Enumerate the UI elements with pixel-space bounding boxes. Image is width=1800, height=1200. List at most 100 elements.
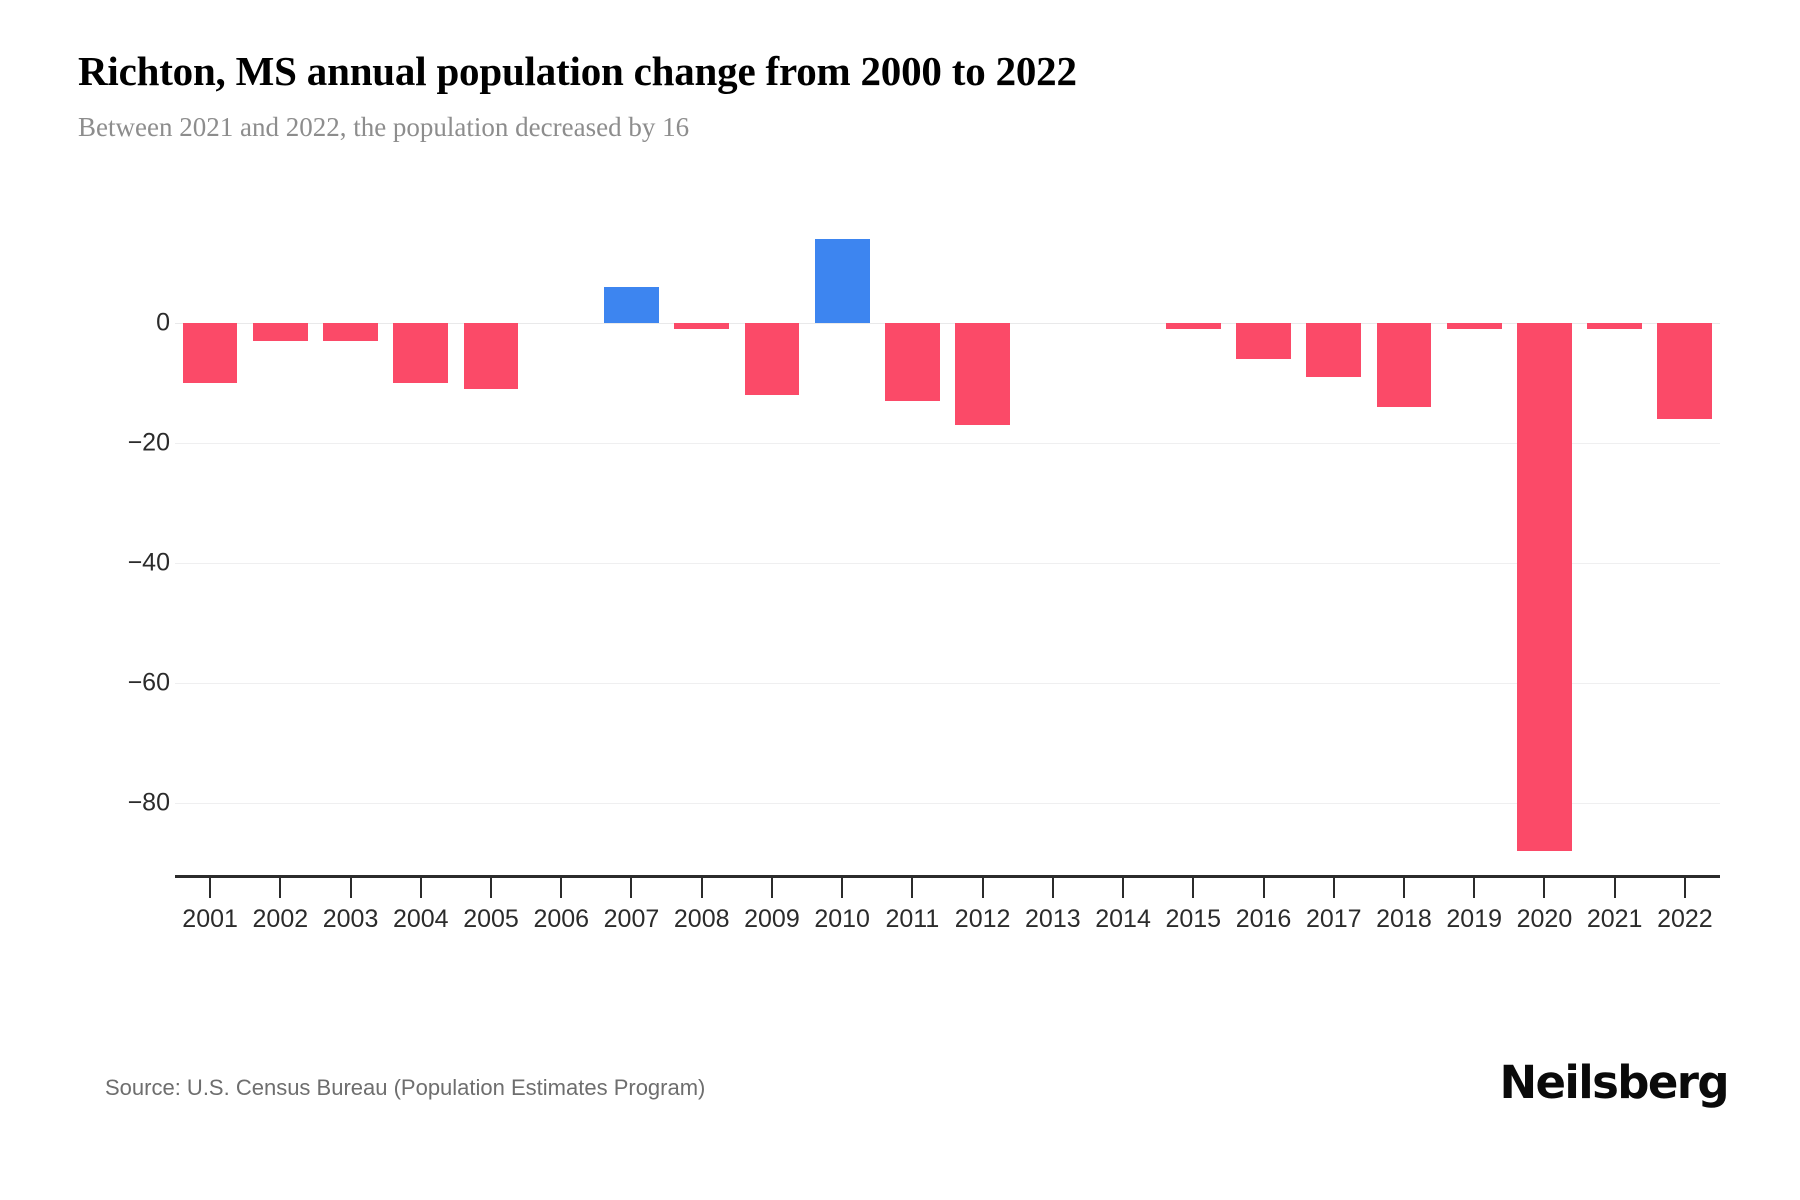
chart-header: Richton, MS annual population change fro… bbox=[78, 48, 1718, 144]
x-tick-label: 2001 bbox=[182, 905, 238, 933]
x-tick bbox=[209, 878, 212, 898]
bar-slot[interactable] bbox=[526, 215, 596, 875]
bar-series bbox=[175, 215, 1720, 875]
plot-area: 0 −20 −40 −60 −80 bbox=[0, 215, 1800, 875]
x-tick bbox=[1262, 878, 1265, 898]
zero-line bbox=[175, 323, 1720, 324]
bar[interactable] bbox=[884, 323, 940, 401]
x-axis-line bbox=[175, 875, 1720, 878]
bar[interactable] bbox=[1165, 323, 1221, 329]
x-tick bbox=[770, 878, 773, 898]
bar[interactable] bbox=[1657, 323, 1713, 419]
bar[interactable] bbox=[1587, 323, 1643, 329]
bar-slot[interactable] bbox=[737, 215, 807, 875]
bar-slot[interactable] bbox=[807, 215, 877, 875]
x-tick bbox=[1192, 878, 1195, 898]
x-tick bbox=[560, 878, 563, 898]
x-tick-label: 2004 bbox=[392, 905, 449, 933]
bar[interactable] bbox=[252, 323, 308, 341]
x-tick bbox=[630, 878, 633, 898]
x-tick-label: 2022 bbox=[1657, 905, 1713, 933]
bar-slot[interactable] bbox=[245, 215, 315, 875]
x-tick-label: 2013 bbox=[1025, 905, 1081, 933]
x-tick-label: 2009 bbox=[744, 905, 800, 933]
page-title: Richton, MS annual population change fro… bbox=[78, 48, 1077, 94]
bar-slot[interactable] bbox=[175, 215, 245, 875]
x-tick bbox=[490, 878, 493, 898]
bar-slot[interactable] bbox=[386, 215, 456, 875]
bar-slot[interactable] bbox=[877, 215, 947, 875]
bar-slot[interactable] bbox=[1369, 215, 1439, 875]
bar-slot[interactable] bbox=[1439, 215, 1509, 875]
x-tick bbox=[419, 878, 422, 898]
bar[interactable] bbox=[1306, 323, 1362, 377]
bar-slot[interactable] bbox=[315, 215, 385, 875]
x-tick bbox=[1051, 878, 1054, 898]
x-tick-label: 2014 bbox=[1095, 905, 1151, 933]
x-tick-label: 2005 bbox=[463, 905, 519, 933]
x-tick bbox=[1473, 878, 1476, 898]
bar[interactable] bbox=[955, 323, 1010, 425]
bar[interactable] bbox=[744, 323, 800, 395]
x-tick bbox=[1332, 878, 1335, 898]
bar-slot[interactable] bbox=[1158, 215, 1228, 875]
x-tick bbox=[1402, 878, 1405, 898]
bar-slot[interactable] bbox=[667, 215, 737, 875]
x-tick bbox=[349, 878, 352, 898]
bar[interactable] bbox=[814, 239, 870, 323]
source-note: Source: U.S. Census Bureau (Population E… bbox=[105, 1075, 706, 1100]
bar[interactable] bbox=[1517, 323, 1572, 851]
y-tick-label: 0 bbox=[156, 308, 170, 337]
bar-slot[interactable] bbox=[1299, 215, 1369, 875]
x-tick bbox=[1613, 878, 1616, 898]
bar[interactable] bbox=[463, 323, 519, 389]
plot-canvas bbox=[175, 215, 1720, 875]
x-tick-label: 2015 bbox=[1165, 905, 1222, 933]
bar[interactable] bbox=[1236, 323, 1291, 359]
bar-slot[interactable] bbox=[948, 215, 1018, 875]
bar-slot[interactable] bbox=[1228, 215, 1298, 875]
brand-logo: Neilsberg bbox=[1499, 1056, 1729, 1109]
x-axis-ticks bbox=[175, 878, 1720, 900]
x-tick bbox=[279, 878, 282, 898]
x-tick bbox=[1122, 878, 1125, 898]
x-tick bbox=[841, 878, 844, 898]
gridline bbox=[175, 443, 1720, 444]
bar-slot[interactable] bbox=[1509, 215, 1579, 875]
bar[interactable] bbox=[604, 287, 659, 323]
x-axis-labels: 2001 2002 2003 2004 2005 2006 2007 2008 2009 2010… bbox=[175, 905, 1720, 945]
y-tick-label: −60 bbox=[127, 668, 170, 697]
y-axis: 0 −20 −40 −60 −80 bbox=[0, 215, 170, 875]
bar-slot[interactable] bbox=[1018, 215, 1088, 875]
bar[interactable] bbox=[1446, 323, 1502, 329]
x-tick-label: 2018 bbox=[1376, 905, 1432, 933]
x-tick bbox=[1683, 878, 1686, 898]
bar[interactable] bbox=[393, 323, 449, 383]
bar[interactable] bbox=[674, 323, 730, 329]
bar-slot[interactable] bbox=[1088, 215, 1158, 875]
x-tick-label: 2010 bbox=[814, 905, 870, 933]
bar[interactable] bbox=[1376, 323, 1432, 407]
x-tick bbox=[911, 878, 914, 898]
x-tick bbox=[700, 878, 703, 898]
bar-slot[interactable] bbox=[456, 215, 526, 875]
bar[interactable] bbox=[323, 323, 378, 341]
bar-slot[interactable] bbox=[1650, 215, 1720, 875]
x-tick-label: 2006 bbox=[533, 905, 590, 933]
bar-slot[interactable] bbox=[1580, 215, 1650, 875]
bar-slot[interactable] bbox=[596, 215, 666, 875]
x-tick-label: 2008 bbox=[673, 905, 730, 933]
x-tick-label: 2017 bbox=[1305, 905, 1362, 933]
x-tick bbox=[981, 878, 984, 898]
y-tick-label: −40 bbox=[127, 548, 170, 577]
bar[interactable] bbox=[182, 323, 238, 383]
x-tick bbox=[1543, 878, 1546, 898]
x-tick-label: 2011 bbox=[885, 905, 940, 933]
gridline bbox=[175, 683, 1720, 684]
chart-subtitle: Between 2021 and 2022, the population de… bbox=[78, 112, 690, 143]
x-tick-label: 2021 bbox=[1586, 905, 1643, 933]
x-tick-label: 2012 bbox=[954, 905, 1011, 933]
y-tick-label: −20 bbox=[127, 428, 170, 457]
x-tick-label: 2002 bbox=[252, 905, 309, 933]
